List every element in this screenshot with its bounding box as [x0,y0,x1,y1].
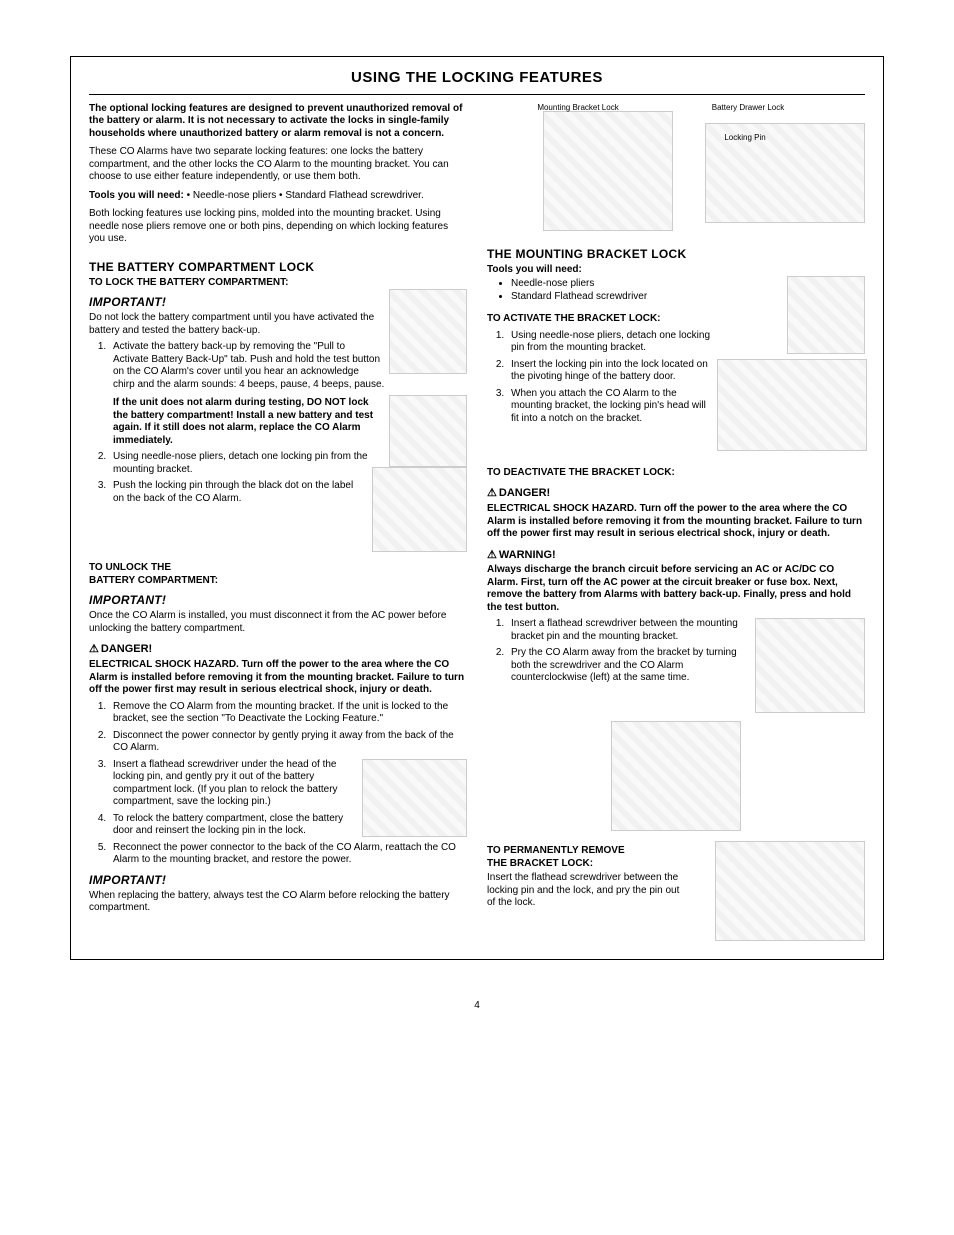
page-frame: USING THE LOCKING FEATURES The optional … [70,56,884,960]
intro-bold: The optional locking features are design… [89,103,467,141]
unlock-step-3: Insert a flathead screwdriver under the … [109,759,467,809]
activate-steps: Using needle-nose pliers, detach one loc… [487,330,717,426]
label-battery-drawer-lock: Battery Drawer Lock [703,103,793,113]
diagram-bracket-detail-icon [389,395,467,467]
diagram-turn-ccw-icon [611,721,741,831]
right-column: Mounting Bracket Lock Battery Drawer Loc… [487,103,865,942]
diagram-perm-remove-icon [715,841,865,941]
activate-step-1: Using needle-nose pliers, detach one loc… [507,330,717,355]
label-locking-pin: Locking Pin [715,133,775,143]
danger-1: DANGER! [89,643,467,657]
columns: The optional locking features are design… [89,103,865,942]
tools-list: • Needle-nose pliers • Standard Flathead… [187,190,424,201]
diagram-deactivate-pry-icon [755,618,865,713]
unlock-step-5-text: Reconnect the power connector to the bac… [113,842,456,866]
important-2: IMPORTANT! [89,593,467,608]
mounting-bracket-heading: THE MOUNTING BRACKET LOCK [487,247,865,262]
diagram-bracket-labeled-icon [543,111,673,231]
activate-step-2-text: Insert the locking pin into the lock loc… [511,359,708,383]
label-mounting-bracket-lock: Mounting Bracket Lock [533,103,623,113]
diagram-bracket-top-icon [787,276,865,354]
important-3-body: When replacing the battery, always test … [89,890,467,915]
unlock-step-1: Remove the CO Alarm from the mounting br… [109,701,467,726]
warning-1-body: Always discharge the branch circuit befo… [487,564,865,614]
diagram-pry-pin-icon [362,759,467,837]
danger-1-body: ELECTRICAL SHOCK HAZARD. Turn off the po… [89,659,467,697]
left-column: The optional locking features are design… [89,103,467,942]
unlock-steps: Remove the CO Alarm from the mounting br… [89,701,467,867]
important-2-body: Once the CO Alarm is installed, you must… [89,610,467,635]
diagram-center-wrap [487,721,865,835]
perm-remove-body: Insert the flathead screwdriver between … [487,872,687,910]
diagram-hinge-detail-icon [717,359,867,451]
important-3: IMPORTANT! [89,873,467,888]
battery-lock-heading: THE BATTERY COMPARTMENT LOCK [89,260,467,275]
unlock-step-3-text: Insert a flathead screwdriver under the … [113,759,338,808]
page-title: USING THE LOCKING FEATURES [89,69,865,95]
tools-line: Tools you will need: • Needle-nose plier… [89,190,467,203]
lock-step-2-text: Using needle-nose pliers, detach one loc… [113,451,368,475]
warning-1: WARNING! [487,549,865,563]
intro-para: These CO Alarms have two separate lockin… [89,146,467,184]
top-diagram: Mounting Bracket Lock Battery Drawer Loc… [543,103,865,233]
to-unlock-heading-1: TO UNLOCK THE [89,562,467,575]
lock-step-1-text: Activate the battery back-up by removing… [113,341,384,390]
diagram-alarm-front-icon [389,289,467,374]
unlock-step-2: Disconnect the power connector by gently… [109,730,467,755]
activate-step-2: Insert the locking pin into the lock loc… [507,359,717,384]
right-tools-label: Tools you will need: [487,264,865,277]
to-lock-heading: TO LOCK THE BATTERY COMPARTMENT: [89,277,467,290]
unlock-step-5: Reconnect the power connector to the bac… [109,842,467,867]
both-features: Both locking features use locking pins, … [89,208,467,246]
to-unlock-heading-2: BATTERY COMPARTMENT: [89,575,467,588]
page-number: 4 [0,1000,954,1013]
activate-step-3: When you attach the CO Alarm to the moun… [507,388,717,426]
to-deactivate-heading: TO DEACTIVATE THE BRACKET LOCK: [487,467,865,480]
tools-label: Tools you will need: [89,190,184,201]
danger-2-body: ELECTRICAL SHOCK HAZARD. Turn off the po… [487,503,865,541]
diagram-alarm-back-icon [372,467,467,552]
danger-2: DANGER! [487,487,865,501]
